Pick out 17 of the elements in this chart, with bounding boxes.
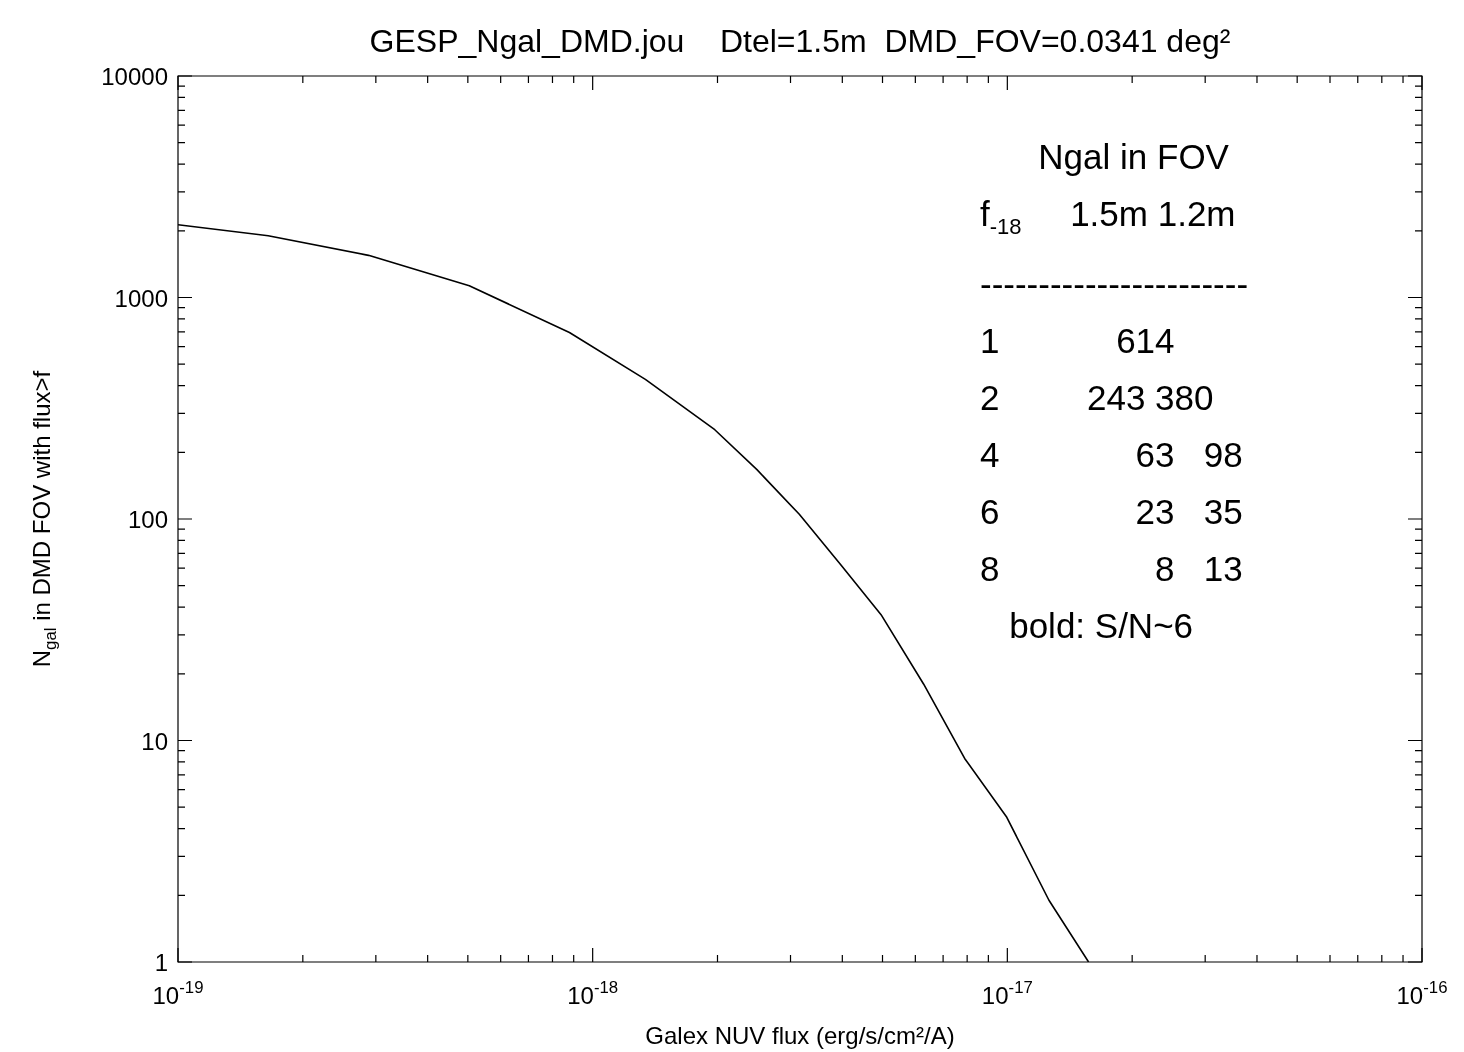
text: f$_{-18}$ 1.5m 1.2m [980, 194, 1236, 239]
annotation: bold: S/N~6 [1009, 606, 1194, 645]
y-tick-label: 1000 [114, 284, 168, 312]
y-tick-label: 100 [127, 506, 168, 533]
annotation: 4 63 98 [980, 435, 1243, 474]
annotation: 6 23 35 [980, 492, 1243, 531]
y-tick-label: 1 [154, 949, 169, 976]
annotation: 8 8 13 [980, 549, 1243, 588]
annotation: 2 243 380 [980, 378, 1214, 417]
annotation: Ngal in FOV [1038, 137, 1229, 176]
y-axis-title: Ngal in DMD FOV with flux>f [28, 370, 60, 668]
chart-title: GESP_Ngal_DMD.jou Dtel=1.5m DMD_FOV=0.0341 deg² [369, 23, 1231, 59]
annotation: 1 614 [980, 321, 1175, 360]
y-tick-label: 10000 [101, 63, 169, 90]
annotation: ----------------------- [980, 264, 1249, 303]
y-tick-label: 10 [141, 727, 169, 755]
x-axis-title: Galex NUV flux (erg/s/cm²/A) [645, 1022, 955, 1049]
